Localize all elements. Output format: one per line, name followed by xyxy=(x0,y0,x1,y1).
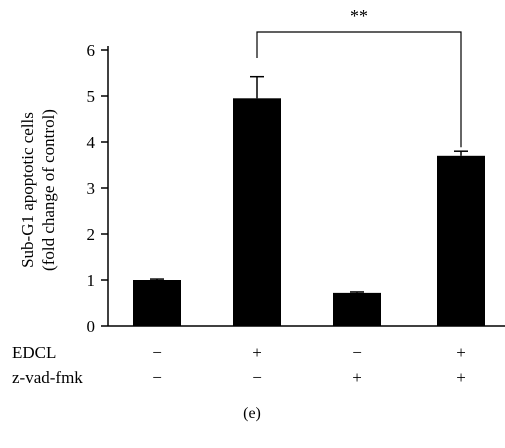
y-tick-label: 1 xyxy=(87,271,96,290)
y-axis-label-line-1: Sub-G1 apoptotic cells xyxy=(18,112,37,268)
significance-bracket-line xyxy=(257,32,461,147)
y-tick-label: 4 xyxy=(87,133,96,152)
y-tick-label: 6 xyxy=(87,41,96,60)
significance-label: ** xyxy=(350,6,368,26)
condition-value-1-2: + xyxy=(252,343,262,362)
y-tick-label: 5 xyxy=(87,87,96,106)
condition-value-1-1: − xyxy=(152,343,162,362)
condition-label-2: z-vad-fmk xyxy=(12,368,83,387)
condition-value-2-2: − xyxy=(252,368,262,387)
bars xyxy=(133,98,485,326)
condition-value-2-3: + xyxy=(352,368,362,387)
y-tick-label: 3 xyxy=(87,179,96,198)
bar-2 xyxy=(233,98,281,326)
bar-3 xyxy=(333,293,381,326)
condition-value-1-3: − xyxy=(352,343,362,362)
y-tick-label: 2 xyxy=(87,225,96,244)
condition-value-2-1: − xyxy=(152,368,162,387)
bar-4 xyxy=(437,156,485,326)
y-axis-label-group: Sub-G1 apoptotic cells (fold change of c… xyxy=(18,109,58,271)
panel-label: (e) xyxy=(243,405,261,422)
significance-bracket: ** xyxy=(257,6,461,147)
condition-value-2-4: + xyxy=(456,368,466,387)
y-tick-label: 0 xyxy=(87,317,96,336)
condition-value-1-4: + xyxy=(456,343,466,362)
error-bars xyxy=(150,77,468,293)
condition-table: EDCL − + − + z-vad-fmk − − + + xyxy=(12,343,466,387)
bar-1 xyxy=(133,280,181,326)
y-axis-label-line-2: (fold change of control) xyxy=(39,109,58,271)
condition-label-1: EDCL xyxy=(12,343,56,362)
